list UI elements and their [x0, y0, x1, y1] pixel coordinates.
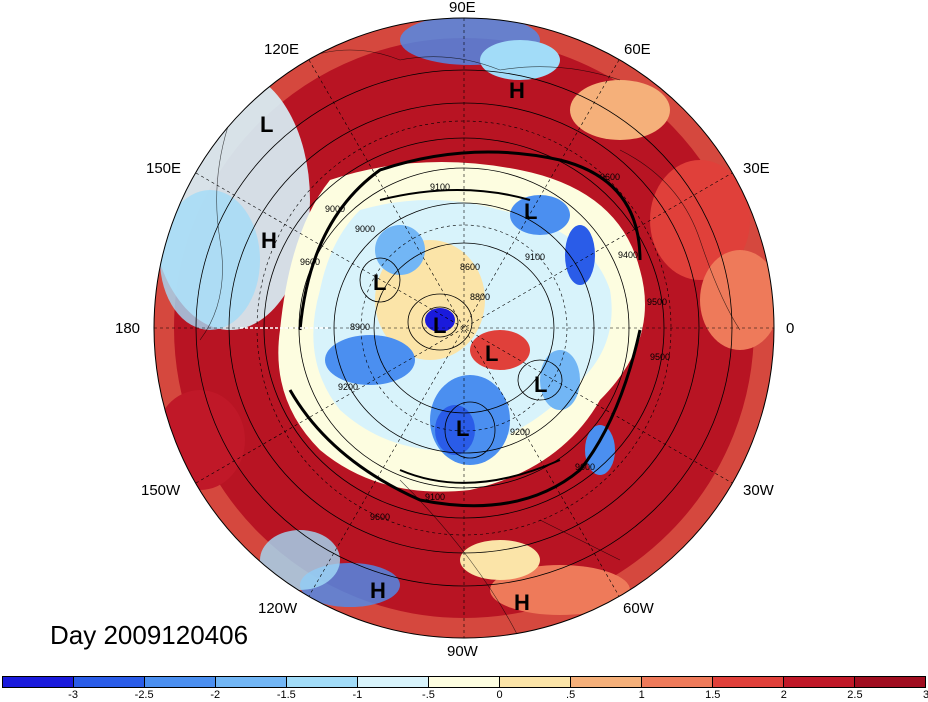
lon-label-60e: 60E	[624, 41, 651, 58]
colorbar-tick-label: .5	[566, 689, 576, 701]
colorbar-tick-label: 2	[780, 689, 787, 701]
colorbar-swatch	[784, 677, 855, 687]
contour-label: 9200	[338, 382, 358, 392]
colorbar-swatch	[855, 677, 925, 687]
colorbar-tick-label: 0	[496, 689, 503, 701]
low-center: L	[456, 416, 469, 441]
colorbar-tick-label: -3	[68, 689, 78, 701]
low-center: L	[485, 341, 498, 366]
low-center: L	[524, 199, 537, 224]
colorbar-tick-label: -2	[210, 689, 221, 701]
pressure-centers: H H H H L L L L L L L L	[260, 78, 547, 615]
lon-label-30e: 30E	[743, 160, 770, 177]
colorbar-tick-label: 2.5	[847, 689, 863, 701]
lon-label-0: 0	[786, 320, 795, 337]
colorbar-swatch	[3, 677, 74, 687]
contour-label: 8600	[460, 262, 480, 272]
colorbar-swatch	[145, 677, 216, 687]
contour-label: 9600	[600, 172, 620, 182]
colorbar-swatch	[713, 677, 784, 687]
colorbar-swatch	[429, 677, 500, 687]
colorbar-swatch	[358, 677, 429, 687]
colorbar-swatch	[74, 677, 145, 687]
colorbar-swatch	[571, 677, 642, 687]
colorbar-tick-label: 1.5	[705, 689, 721, 701]
map-border	[153, 17, 775, 639]
low-center: L	[373, 270, 386, 295]
contour-label: 9100	[525, 252, 545, 262]
low-center: L	[433, 313, 446, 338]
contour-label: 9600	[575, 462, 595, 472]
contour-label: 8900	[350, 322, 370, 332]
low-center: L	[260, 112, 273, 137]
colorbar-swatch	[216, 677, 287, 687]
lon-label-90w: 90W	[447, 643, 478, 660]
contour-label: 9000	[355, 224, 375, 234]
contour-label: 9500	[650, 352, 670, 362]
colorbar-swatch	[500, 677, 571, 687]
contour-label: 9000	[325, 204, 345, 214]
lon-label-90e: 90E	[449, 0, 476, 16]
lon-label-180: 180	[115, 320, 141, 337]
contour-label: 9600	[370, 512, 390, 522]
high-center: H	[514, 590, 530, 615]
contour-label: 9500	[647, 297, 667, 307]
colorbar	[2, 676, 926, 688]
colorbar-tick-label: -1	[352, 689, 363, 701]
colorbar-tick-label: 1	[638, 689, 645, 701]
colorbar-tick-label: -1.5	[276, 689, 296, 701]
lon-label-150w: 150W	[141, 482, 181, 499]
colorbar-swatch	[287, 677, 358, 687]
high-center: H	[261, 228, 277, 253]
contour-labels: 9600 9600 9600 9600 9500 9500 9400 9200 …	[300, 172, 670, 522]
date-label: Day 2009120406	[50, 620, 249, 650]
lon-label-30w: 30W	[743, 482, 774, 499]
colorbar-swatch	[642, 677, 713, 687]
contour-label: 8800	[470, 292, 490, 302]
lon-label-120w: 120W	[258, 600, 298, 617]
contour-label: 9400	[618, 250, 638, 260]
low-center: L	[534, 372, 547, 397]
contour-label: 9200	[510, 427, 530, 437]
contour-label: 9600	[300, 257, 320, 267]
high-center: H	[509, 78, 525, 103]
polar-map: H H H H L L L L L L L L 9600 9600 9600 9…	[153, 17, 775, 639]
colorbar-tick-label: 3	[922, 689, 928, 701]
contour-label: 9100	[430, 182, 450, 192]
contour-label: 9100	[425, 492, 445, 502]
lon-label-120e: 120E	[264, 41, 300, 58]
lon-label-60w: 60W	[623, 600, 654, 617]
colorbar-tick-label: -.5	[422, 689, 435, 701]
lon-label-150e: 150E	[146, 160, 182, 177]
colorbar-tick-label: -2.5	[134, 689, 154, 701]
high-center: H	[370, 578, 386, 603]
